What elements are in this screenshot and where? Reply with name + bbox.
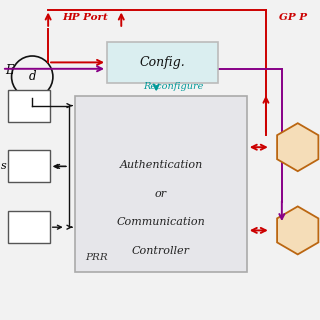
Text: Communication: Communication <box>117 217 205 228</box>
Text: Authentication: Authentication <box>119 160 203 170</box>
Text: Config.: Config. <box>140 56 186 69</box>
Text: s: s <box>1 161 7 172</box>
Text: GP P: GP P <box>279 13 307 22</box>
FancyBboxPatch shape <box>8 90 50 122</box>
Text: Reconfigure: Reconfigure <box>144 82 204 91</box>
Text: d: d <box>28 70 36 83</box>
FancyBboxPatch shape <box>75 96 247 272</box>
Polygon shape <box>277 206 318 254</box>
FancyBboxPatch shape <box>8 211 50 243</box>
Text: E: E <box>5 64 14 77</box>
Text: Controller: Controller <box>132 246 190 256</box>
Text: HP Port: HP Port <box>62 13 108 22</box>
FancyBboxPatch shape <box>107 42 218 83</box>
Text: or: or <box>155 188 167 199</box>
Polygon shape <box>277 123 318 171</box>
FancyBboxPatch shape <box>8 150 50 182</box>
Text: PRR: PRR <box>85 253 108 262</box>
